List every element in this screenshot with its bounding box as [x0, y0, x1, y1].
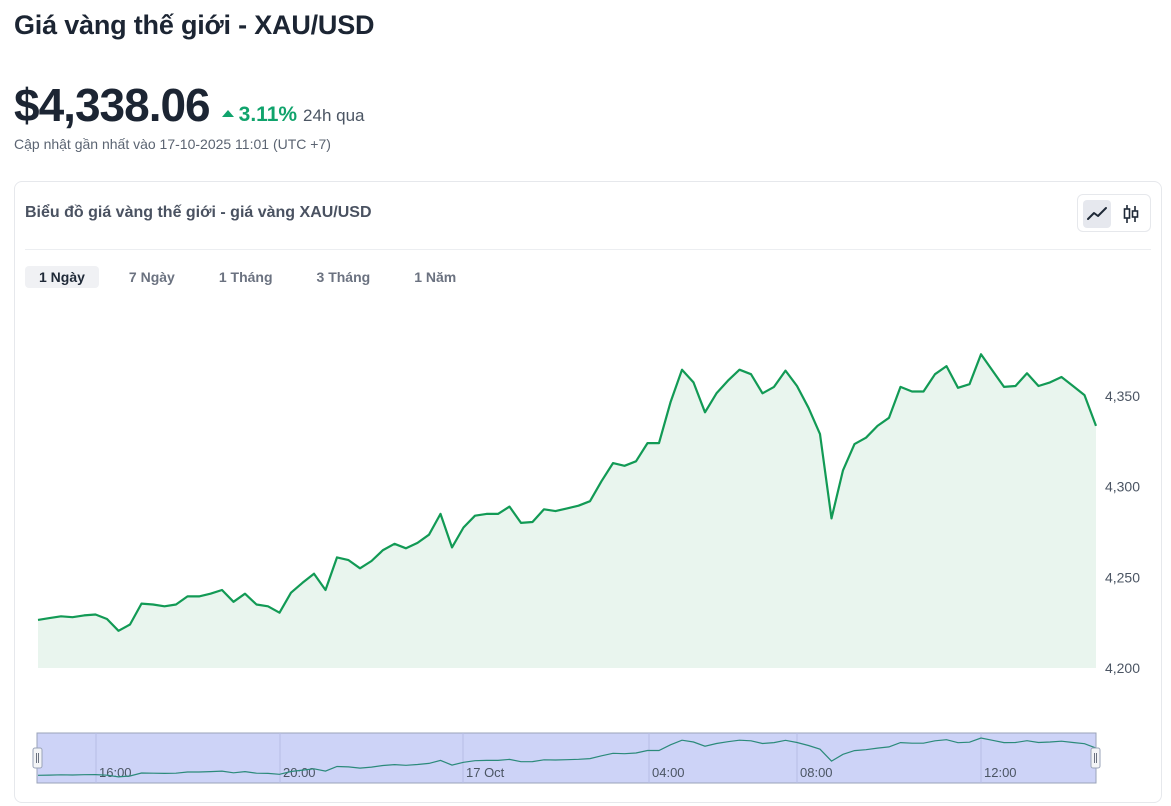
range-navigator[interactable]: 16:00 20:00 17 Oct 04:00 08:00 12:00: [32, 732, 1101, 784]
last-updated: Cập nhật gần nhất vào 17-10-2025 11:01 (…: [14, 136, 331, 152]
navigator-label: 17 Oct: [466, 765, 505, 780]
chart-card-title: Biểu đồ giá vàng thế giới - giá vàng XAU…: [25, 204, 372, 221]
price-row: $4,338.06 3.11% 24h qua: [14, 78, 365, 132]
navigator-label: 16:00: [99, 765, 132, 780]
candlestick-button[interactable]: [1117, 200, 1145, 228]
price-line: [37, 353, 1098, 632]
line-chart-button[interactable]: [1083, 200, 1111, 228]
card-divider: [25, 249, 1151, 250]
page-title: Giá vàng thế giới - XAU/USD: [14, 10, 375, 40]
change-period: 24h qua: [303, 106, 365, 125]
navigator-label: 20:00: [283, 765, 316, 780]
line-chart-icon: [1087, 207, 1107, 220]
navigator-label: 04:00: [652, 765, 685, 780]
y-tick-label: 4,350: [1105, 388, 1140, 404]
y-tick-label: 4,250: [1105, 569, 1140, 585]
tab-3-months[interactable]: 3 Tháng: [316, 269, 371, 285]
tab-1-month[interactable]: 1 Tháng: [218, 269, 273, 285]
tab-1-day[interactable]: 1 Ngày: [25, 266, 99, 288]
tab-1-year[interactable]: 1 Năm: [414, 269, 457, 285]
y-tick-label: 4,300: [1105, 479, 1140, 495]
price-change: 3.11% 24h qua: [221, 103, 365, 127]
arrow-up-icon: [221, 110, 234, 117]
chart-type-toggle: [1077, 194, 1151, 232]
navigator-selection[interactable]: [36, 732, 1097, 784]
y-axis: 4,350 4,300 4,250 4,200: [1105, 388, 1140, 676]
navigator-label: 08:00: [800, 765, 833, 780]
candlestick-icon: [1123, 205, 1139, 223]
change-percent: 3.11%: [238, 103, 298, 126]
current-price: $4,338.06: [14, 79, 211, 131]
y-tick-label: 4,200: [1105, 660, 1140, 676]
navigator-line: [37, 737, 1097, 778]
tab-7-days[interactable]: 7 Ngày: [128, 269, 175, 285]
navigator-label: 12:00: [984, 765, 1017, 780]
navigator-handle-left[interactable]: [32, 747, 43, 769]
navigator-handle-right[interactable]: [1090, 747, 1101, 769]
price-area: [38, 354, 1096, 668]
range-tabs: 1 Ngày 7 Ngày 1 Tháng 3 Tháng 1 Năm: [25, 266, 486, 288]
